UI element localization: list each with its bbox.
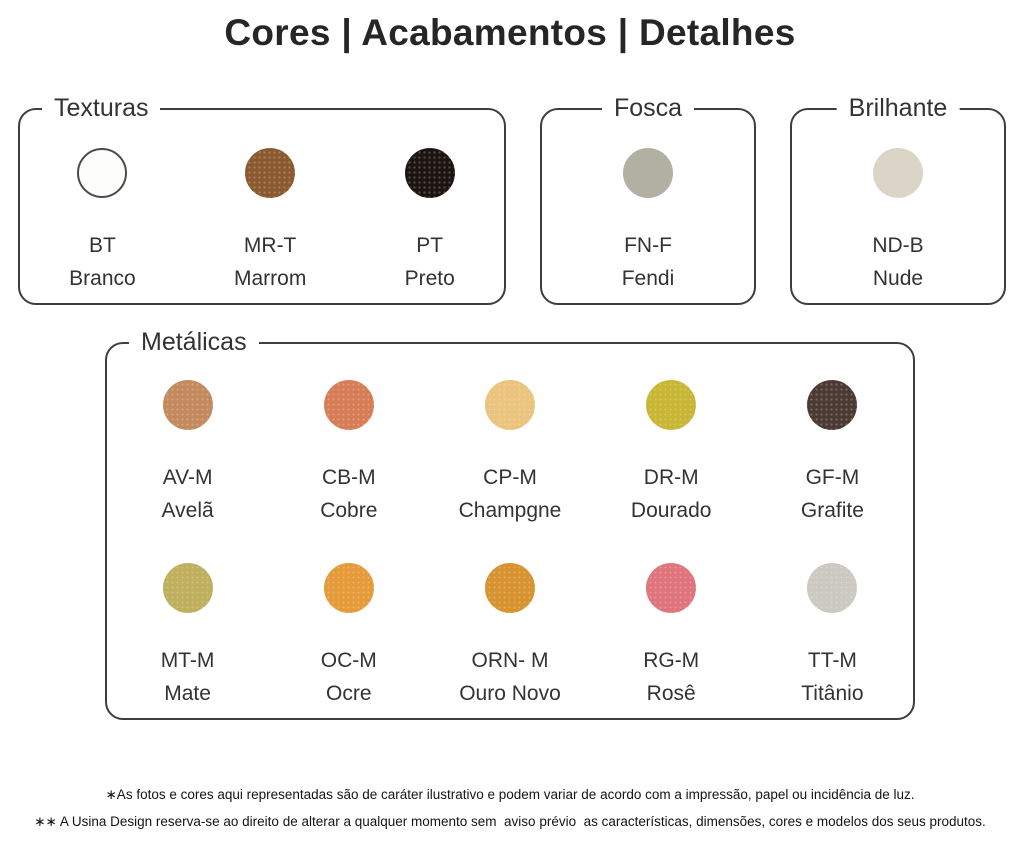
swatch-name: Preto — [404, 267, 455, 290]
swatch-code: FN-F — [624, 234, 672, 257]
swatch-mrt-marrom: MR-T Marrom — [234, 148, 306, 291]
swatch-avm-avela: AV-M Avelã — [107, 380, 268, 523]
swatch-name: Grafite — [800, 499, 864, 522]
swatch-name: Branco — [69, 267, 136, 290]
swatch-code: ND-B — [872, 234, 924, 257]
color-dot-fendi — [623, 148, 673, 198]
color-dot-avela — [162, 380, 213, 430]
color-dot-champgne — [484, 380, 535, 430]
swatch-rgm-rose: RG-M Rosê — [591, 563, 752, 706]
color-dot-preto — [404, 148, 455, 198]
swatch-name: Avelã — [161, 499, 214, 522]
swatch-ttm-titanio: TT-M Titânio — [752, 563, 913, 706]
texturas-swatch-row: BT Branco MR-T Marrom PT Preto — [20, 110, 504, 291]
group-metalicas: Metálicas AV-M Avelã CB-M Cobre CP-M Cha… — [105, 327, 915, 720]
swatch-name: Fendi — [621, 267, 675, 290]
color-dot-cobre — [323, 380, 374, 430]
swatch-code: ORN- M — [471, 649, 549, 672]
page-title: Cores | Acabamentos | Detalhes — [224, 12, 796, 53]
swatch-name: Marrom — [233, 267, 307, 290]
swatch-code: MR-T — [243, 234, 297, 257]
swatch-name: Ouro Novo — [459, 682, 561, 705]
swatch-name: Nude — [872, 267, 924, 290]
swatch-code: DR-M — [643, 466, 699, 489]
color-dot-dourado — [646, 380, 697, 430]
color-dot-ocre — [323, 563, 374, 613]
color-dot-marrom — [245, 148, 296, 198]
group-texturas: Texturas BT Branco MR-T Marrom PT Preto — [18, 93, 506, 305]
color-dot-grafite — [807, 380, 858, 430]
swatch-code: PT — [416, 234, 444, 257]
swatch-ornm-ouro-novo: ORN- M Ouro Novo — [429, 563, 590, 706]
swatch-fnf-fendi: FN-F Fendi — [621, 148, 675, 291]
metalicas-swatch-grid: AV-M Avelã CB-M Cobre CP-M Champgne DR-M… — [107, 344, 913, 706]
swatch-code: TT-M — [807, 649, 857, 672]
swatch-name: Dourado — [630, 499, 712, 522]
disclaimer-line-2: ∗∗ A Usina Design reserva-se ao direito … — [34, 814, 986, 829]
color-dot-rose — [646, 563, 697, 613]
swatch-code: AV-M — [162, 466, 213, 489]
swatch-drm-dourado: DR-M Dourado — [591, 380, 752, 523]
color-dot-titanio — [807, 563, 858, 613]
group-metalicas-label: Metálicas — [129, 327, 259, 357]
swatch-code: MT-M — [160, 649, 215, 672]
group-fosca-label: Fosca — [601, 93, 695, 123]
swatch-bt-branco: BT Branco — [69, 148, 136, 291]
disclaimer-line-1: ∗As fotos e cores aqui representadas são… — [105, 787, 915, 802]
swatch-code: BT — [88, 234, 116, 257]
swatch-code: CP-M — [483, 466, 537, 489]
swatch-name: Titânio — [801, 682, 864, 705]
color-dot-ouro-novo — [484, 563, 535, 613]
swatch-ndb-nude: ND-B Nude — [872, 148, 924, 291]
swatch-code: OC-M — [320, 649, 377, 672]
swatch-name: Rosê — [646, 682, 696, 705]
swatch-ocm-ocre: OC-M Ocre — [268, 563, 429, 706]
swatch-name: Cobre — [320, 499, 378, 522]
swatch-name: Champgne — [458, 499, 562, 522]
swatch-cbm-cobre: CB-M Cobre — [268, 380, 429, 523]
swatch-code: CB-M — [321, 466, 376, 489]
swatch-name: Mate — [164, 682, 211, 705]
swatch-code: RG-M — [643, 649, 700, 672]
color-dot-branco — [77, 148, 128, 198]
swatch-name: Ocre — [326, 682, 372, 705]
brilhante-swatch-row: ND-B Nude — [792, 110, 1004, 291]
group-texturas-label: Texturas — [42, 93, 161, 123]
color-dot-nude — [873, 148, 923, 198]
fosca-swatch-row: FN-F Fendi — [542, 110, 754, 291]
group-brilhante: Brilhante ND-B Nude — [790, 93, 1006, 305]
swatch-cpm-champgne: CP-M Champgne — [429, 380, 590, 523]
swatch-gfm-grafite: GF-M Grafite — [752, 380, 913, 523]
swatch-pt-preto: PT Preto — [405, 148, 455, 291]
swatch-code: GF-M — [805, 466, 860, 489]
color-dot-mate — [162, 563, 213, 613]
group-fosca: Fosca FN-F Fendi — [540, 93, 756, 305]
group-brilhante-label: Brilhante — [836, 93, 960, 123]
swatch-mtm-mate: MT-M Mate — [107, 563, 268, 706]
